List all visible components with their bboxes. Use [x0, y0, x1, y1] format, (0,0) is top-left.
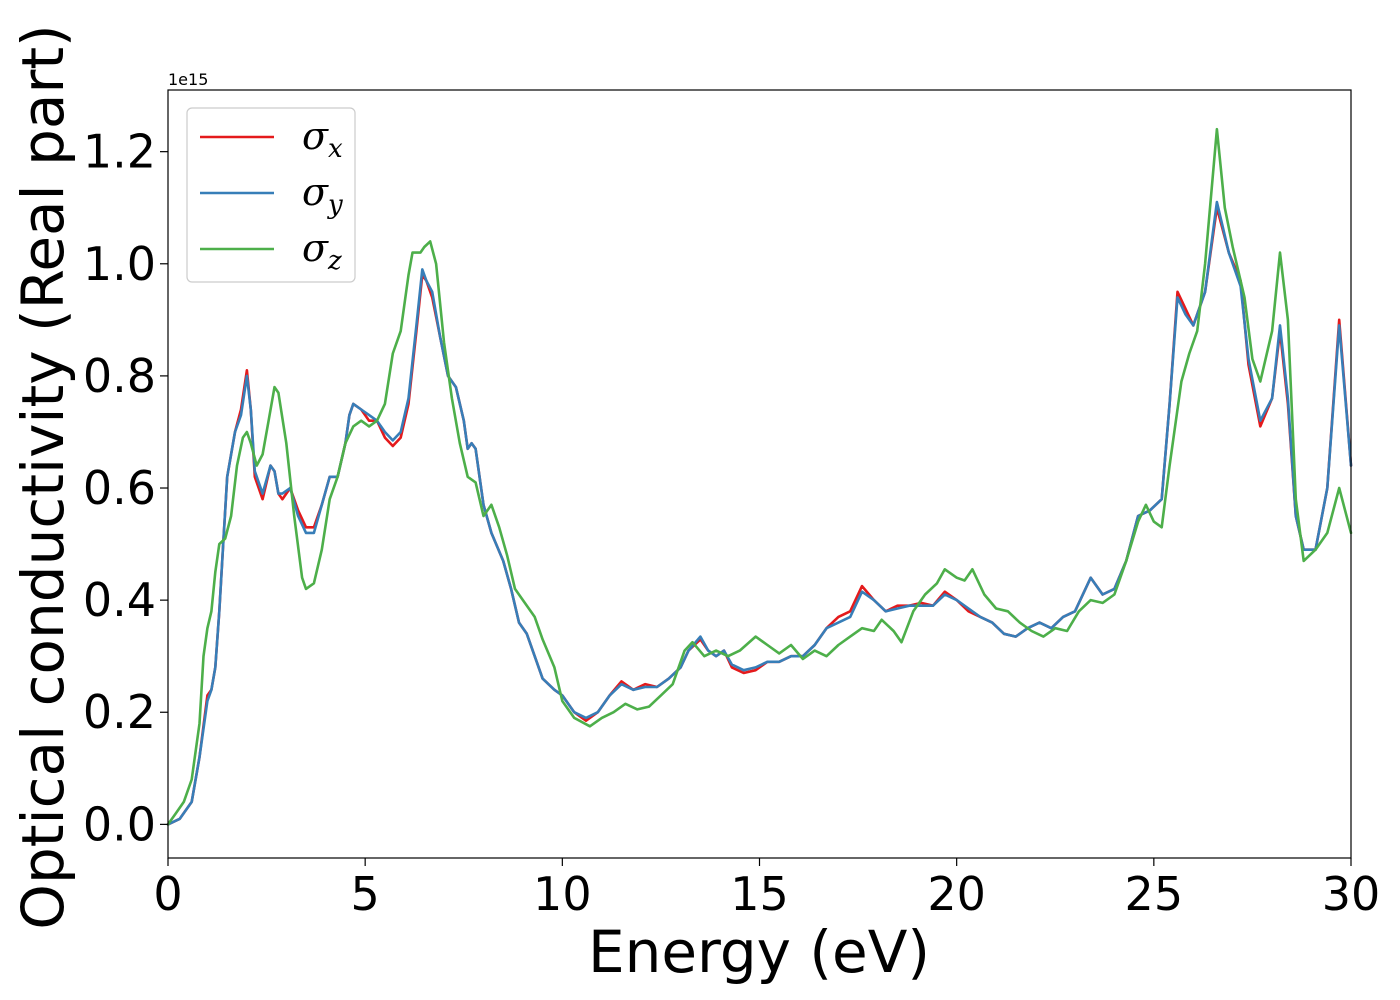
y-tick-label: 0.0 [83, 797, 156, 851]
series-line-z [166, 127, 1353, 826]
plot-lines [166, 127, 1353, 826]
legend-label-z: σz [302, 226, 342, 276]
x-axis-label: Energy (eV) [588, 918, 930, 986]
legend: σx σy σz [186, 107, 356, 283]
y-axis-ticks: 0.0 0.2 0.4 0.6 0.8 1.0 1.2 [83, 125, 168, 851]
y-tick-label: 1.2 [83, 125, 156, 179]
y-tick-label: 0.6 [83, 461, 156, 515]
x-tick-label: 25 [1125, 867, 1184, 921]
legend-label-y: σy [302, 170, 343, 220]
y-tick-label: 0.4 [83, 573, 156, 627]
y-axis-label: Optical conductivity (Real part) [9, 24, 77, 929]
x-tick-label: 5 [351, 867, 380, 921]
y-tick-label: 0.8 [83, 349, 156, 403]
y-tick-label: 1.0 [83, 237, 156, 291]
x-axis-ticks: 0 5 10 15 20 25 30 [153, 858, 1380, 921]
legend-label-x: σx [302, 114, 343, 164]
x-tick-label: 10 [533, 867, 592, 921]
x-tick-label: 15 [730, 867, 789, 921]
y-offset-label: 1e15 [168, 70, 208, 89]
x-tick-label: 0 [153, 867, 182, 921]
x-tick-label: 30 [1322, 867, 1381, 921]
y-tick-label: 0.2 [83, 685, 156, 739]
legend-box [186, 107, 356, 283]
x-tick-label: 20 [927, 867, 986, 921]
